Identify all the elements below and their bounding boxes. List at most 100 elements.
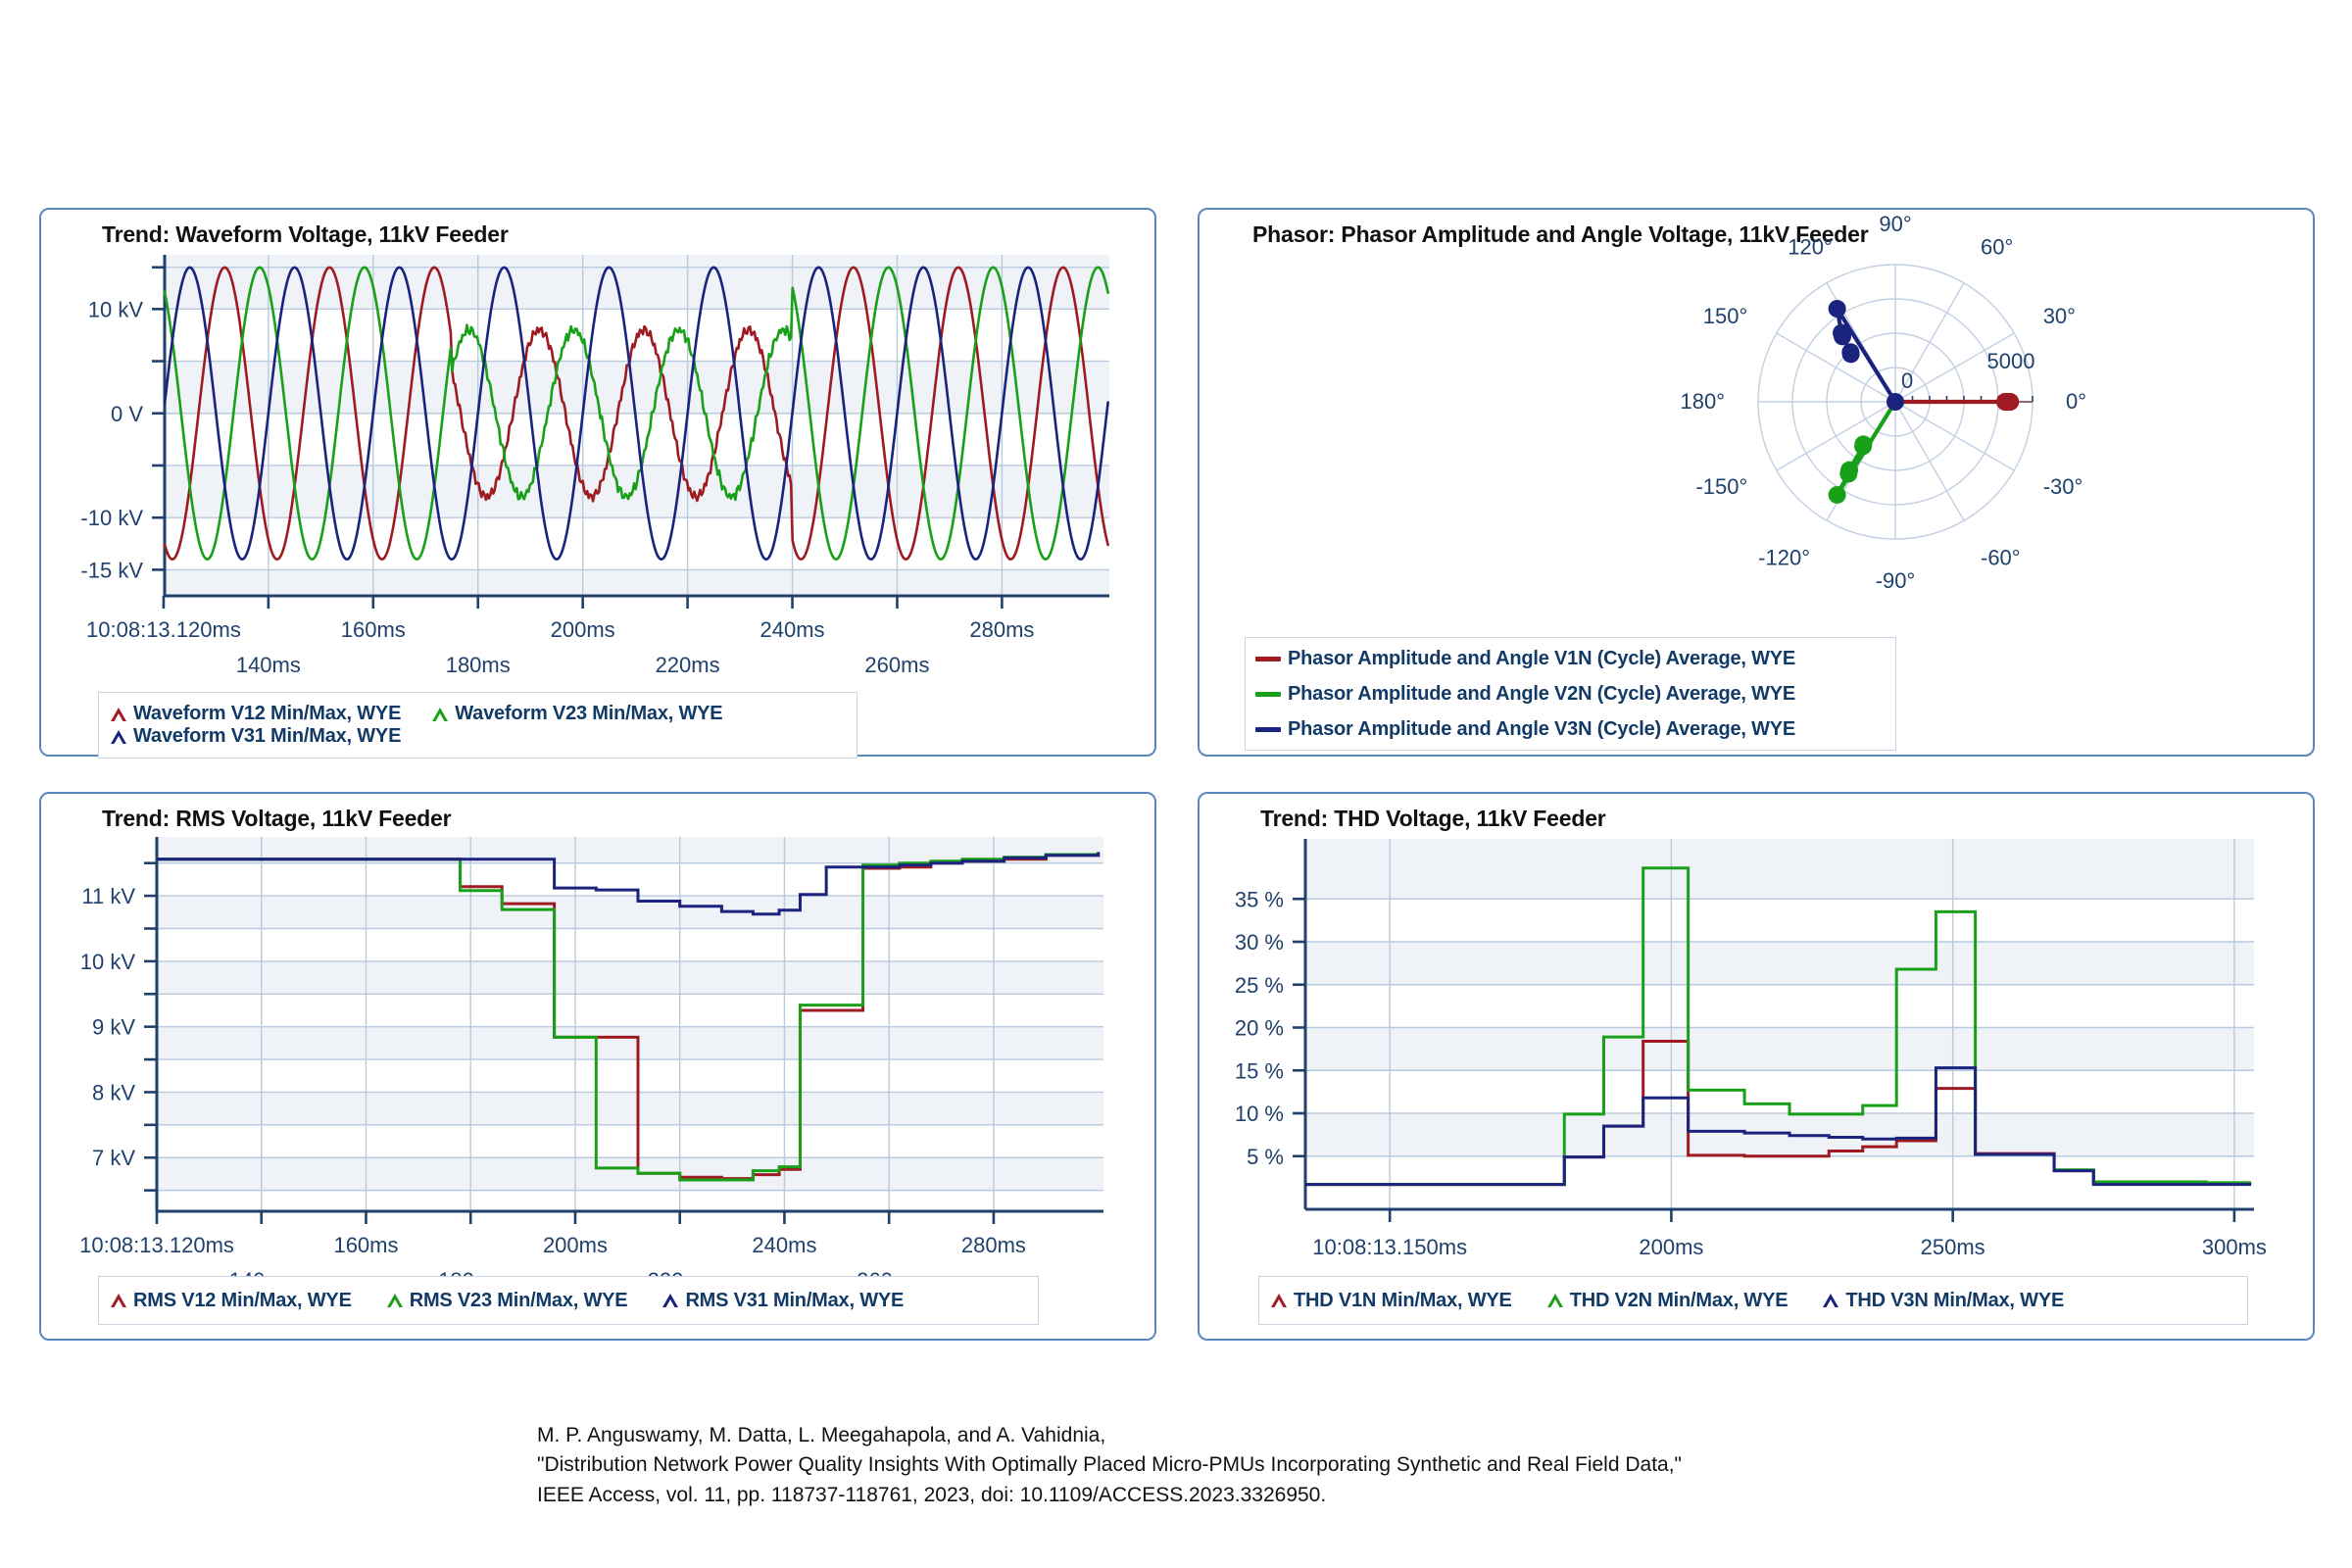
thd-legend: THD V1N Min/Max, WYE THD V2N Min/Max, WYE… xyxy=(1258,1276,2248,1325)
line-marker-icon xyxy=(1255,691,1281,697)
legend-item[interactable]: RMS V23 Min/Max, WYE xyxy=(385,1290,628,1312)
caption-line-title: "Distribution Network Power Quality Insi… xyxy=(537,1453,1683,1477)
thd-plot: 35 % 30 % 25 % 20 % 15 % 10 % 5 % 10:08:13.150m… xyxy=(1235,839,2267,1259)
caret-marker-icon xyxy=(1269,1291,1287,1310)
legend-label: Waveform V12 Min/Max, WYE xyxy=(133,703,402,724)
svg-text:240ms: 240ms xyxy=(752,1233,816,1257)
svg-text:-60°: -60° xyxy=(1981,546,2021,570)
line-marker-icon xyxy=(1255,726,1281,732)
legend-label: Waveform V23 Min/Max, WYE xyxy=(455,703,723,724)
svg-text:160ms: 160ms xyxy=(333,1233,398,1257)
caret-marker-icon xyxy=(109,1291,126,1310)
legend-item[interactable]: Waveform V12 Min/Max, WYE xyxy=(109,703,401,725)
legend-label: Phasor Amplitude and Angle V3N (Cycle) A… xyxy=(1288,717,1796,740)
svg-text:90°: 90° xyxy=(1879,212,1911,236)
thd-panel-title: Trend: THD Voltage, 11kV Feeder xyxy=(1260,806,1606,831)
svg-text:9 kV: 9 kV xyxy=(92,1015,135,1040)
caret-marker-icon xyxy=(1821,1291,1839,1310)
svg-text:280ms: 280ms xyxy=(961,1233,1026,1257)
svg-text:5 %: 5 % xyxy=(1247,1145,1284,1169)
svg-text:10:08:13.120ms: 10:08:13.120ms xyxy=(86,617,241,642)
caret-marker-icon xyxy=(661,1291,679,1310)
svg-text:-30°: -30° xyxy=(2043,474,2083,499)
legend-item[interactable]: Waveform V31 Min/Max, WYE xyxy=(109,725,401,748)
phasor-panel-title: Phasor: Phasor Amplitude and Angle Volta… xyxy=(1252,221,1869,247)
legend-item[interactable]: Waveform V23 Min/Max, WYE xyxy=(430,703,723,725)
panel-thd: Trend: THD Voltage, 11kV Feeder 35 % 30 %… xyxy=(1198,792,2315,1341)
svg-text:10:08:13.150ms: 10:08:13.150ms xyxy=(1312,1235,1467,1259)
legend-item[interactable]: THD V1N Min/Max, WYE xyxy=(1269,1290,1512,1312)
caret-marker-icon xyxy=(430,705,449,724)
caption-line-authors: M. P. Anguswamy, M. Datta, L. Meegahapol… xyxy=(537,1424,1106,1446)
svg-text:0 V: 0 V xyxy=(111,402,143,426)
svg-text:280ms: 280ms xyxy=(969,617,1034,642)
svg-text:-10 kV: -10 kV xyxy=(80,506,143,530)
svg-text:250ms: 250ms xyxy=(1921,1235,1985,1259)
svg-text:10:08:13.120ms: 10:08:13.120ms xyxy=(79,1233,234,1257)
svg-text:60°: 60° xyxy=(1981,234,2013,259)
legend-label: RMS V23 Min/Max, WYE xyxy=(409,1289,628,1311)
svg-text:7 kV: 7 kV xyxy=(92,1146,135,1170)
legend-label: THD V3N Min/Max, WYE xyxy=(1845,1289,2065,1311)
svg-text:35 %: 35 % xyxy=(1235,887,1284,911)
rms-panel-title: Trend: RMS Voltage, 11kV Feeder xyxy=(102,806,452,831)
svg-text:8 kV: 8 kV xyxy=(92,1080,135,1104)
svg-text:-150°: -150° xyxy=(1695,474,1747,499)
panel-waveform: Trend: Waveform Voltage, 11kV Feeder 10 … xyxy=(39,208,1156,757)
svg-text:25 %: 25 % xyxy=(1235,973,1284,998)
legend-item[interactable]: THD V2N Min/Max, WYE xyxy=(1545,1290,1788,1312)
svg-text:30°: 30° xyxy=(2043,304,2076,328)
phasor-plot: 0° 30° 60° 90° 120° 150° 180° -150° -120° -90° -60… xyxy=(1680,212,2086,593)
figure-caption: M. P. Anguswamy, M. Datta, L. Meegahapol… xyxy=(537,1421,1909,1510)
legend-item[interactable]: THD V3N Min/Max, WYE xyxy=(1821,1290,2064,1312)
svg-text:30 %: 30 % xyxy=(1235,930,1284,955)
svg-text:20 %: 20 % xyxy=(1235,1016,1284,1041)
svg-text:150°: 150° xyxy=(1703,304,1748,328)
legend-label: Phasor Amplitude and Angle V2N (Cycle) A… xyxy=(1288,682,1796,705)
svg-text:140ms: 140ms xyxy=(236,653,301,677)
legend-item[interactable]: RMS V31 Min/Max, WYE xyxy=(661,1290,904,1312)
svg-text:200ms: 200ms xyxy=(543,1233,608,1257)
svg-text:15 %: 15 % xyxy=(1235,1058,1284,1083)
svg-text:120°: 120° xyxy=(1788,234,1833,259)
svg-text:-15 kV: -15 kV xyxy=(80,558,143,582)
legend-label: RMS V31 Min/Max, WYE xyxy=(685,1289,905,1311)
svg-text:300ms: 300ms xyxy=(2202,1235,2267,1259)
legend-label: THD V2N Min/Max, WYE xyxy=(1569,1289,1788,1311)
svg-text:180°: 180° xyxy=(1680,389,1725,414)
svg-text:160ms: 160ms xyxy=(341,617,406,642)
caption-line-source: IEEE Access, vol. 11, pp. 118737-118761,… xyxy=(537,1483,1327,1506)
svg-text:260ms: 260ms xyxy=(864,653,929,677)
legend-label: RMS V12 Min/Max, WYE xyxy=(133,1289,352,1311)
legend-label: THD V1N Min/Max, WYE xyxy=(1294,1289,1512,1311)
svg-text:220ms: 220ms xyxy=(656,653,720,677)
svg-text:0°: 0° xyxy=(2066,389,2086,414)
svg-text:10 %: 10 % xyxy=(1235,1102,1284,1126)
caret-marker-icon xyxy=(109,727,126,747)
svg-text:0: 0 xyxy=(1901,368,1913,393)
legend-item[interactable]: Phasor Amplitude and Angle V2N (Cycle) A… xyxy=(1255,676,1886,711)
svg-text:-90°: -90° xyxy=(1876,568,1916,593)
rms-legend: RMS V12 Min/Max, WYE RMS V23 Min/Max, WYE… xyxy=(98,1276,1039,1325)
svg-text:200ms: 200ms xyxy=(551,617,615,642)
panel-rms: Trend: RMS Voltage, 11kV Feeder 11 kV 10 … xyxy=(39,792,1156,1341)
legend-item[interactable]: RMS V12 Min/Max, WYE xyxy=(109,1290,352,1312)
caret-marker-icon xyxy=(109,705,126,724)
svg-text:180ms: 180ms xyxy=(446,653,511,677)
legend-item[interactable]: Phasor Amplitude and Angle V3N (Cycle) A… xyxy=(1255,711,1886,747)
svg-text:-120°: -120° xyxy=(1758,546,1810,570)
caret-marker-icon xyxy=(385,1291,403,1310)
legend-label: Waveform V31 Min/Max, WYE xyxy=(133,725,402,747)
line-marker-icon xyxy=(1255,656,1281,662)
caret-marker-icon xyxy=(1545,1291,1563,1310)
waveform-panel-title: Trend: Waveform Voltage, 11kV Feeder xyxy=(102,221,509,247)
phasor-legend: Phasor Amplitude and Angle V1N (Cycle) A… xyxy=(1245,637,1896,751)
svg-text:200ms: 200ms xyxy=(1639,1235,1703,1259)
legend-item[interactable]: Phasor Amplitude and Angle V1N (Cycle) A… xyxy=(1255,641,1886,676)
svg-text:10 kV: 10 kV xyxy=(88,297,144,321)
svg-text:11 kV: 11 kV xyxy=(81,884,135,908)
svg-text:10 kV: 10 kV xyxy=(80,950,136,974)
svg-text:5000: 5000 xyxy=(1987,349,2035,373)
